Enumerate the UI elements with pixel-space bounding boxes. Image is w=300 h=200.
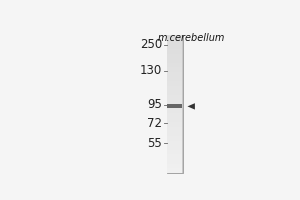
Bar	[167, 63, 182, 67]
Bar	[167, 35, 183, 173]
Bar	[167, 127, 182, 132]
Text: 55: 55	[147, 137, 162, 150]
Bar	[167, 95, 182, 100]
Bar	[167, 77, 182, 81]
Bar	[167, 35, 182, 173]
Text: 72: 72	[147, 117, 162, 130]
Bar	[167, 122, 182, 127]
Bar	[167, 72, 182, 77]
Bar	[167, 104, 182, 108]
Bar	[167, 58, 182, 63]
Bar	[167, 54, 182, 58]
Bar	[167, 109, 182, 113]
Bar	[167, 40, 182, 45]
Text: m.cerebellum: m.cerebellum	[157, 33, 225, 43]
Bar	[167, 154, 182, 159]
Bar	[167, 132, 182, 136]
Bar	[167, 118, 182, 122]
Bar	[167, 164, 182, 168]
Bar	[167, 67, 182, 72]
Bar	[167, 141, 182, 145]
Bar	[167, 113, 182, 118]
Bar	[167, 81, 182, 86]
Bar	[167, 136, 182, 141]
Bar	[167, 145, 182, 150]
Bar	[167, 104, 182, 109]
Text: 130: 130	[140, 64, 162, 77]
Bar	[167, 86, 182, 90]
Text: 95: 95	[147, 98, 162, 111]
Bar	[167, 35, 182, 40]
Text: 250: 250	[140, 38, 162, 51]
Bar	[167, 90, 182, 95]
Bar	[167, 168, 182, 173]
Bar	[167, 150, 182, 154]
Polygon shape	[188, 103, 195, 110]
Bar	[167, 100, 182, 104]
Bar	[167, 45, 182, 49]
Bar	[167, 159, 182, 164]
Bar	[167, 49, 182, 54]
